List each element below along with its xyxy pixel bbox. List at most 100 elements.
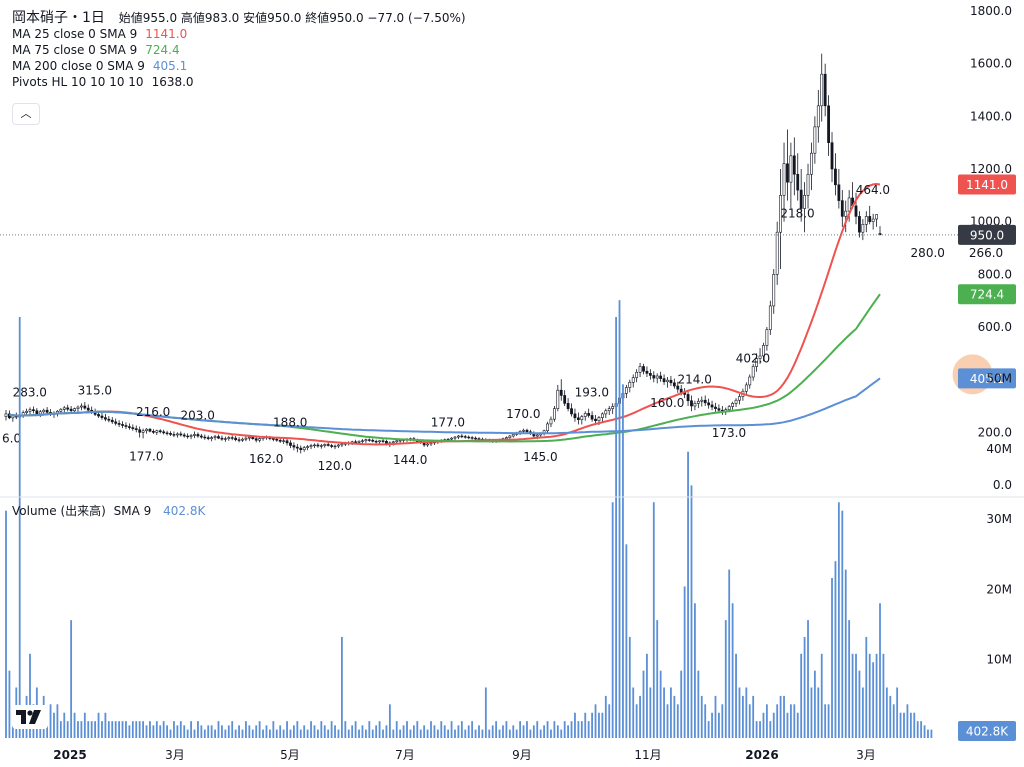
volume-bar (580, 721, 583, 738)
candle-body (751, 366, 755, 378)
candle-body (453, 436, 457, 439)
volume-bar (327, 729, 330, 738)
volume-bar (121, 721, 124, 738)
candle-body (319, 445, 323, 447)
indicator-ma200[interactable]: MA 200 close 0 SMA 9 405.1 (12, 58, 466, 74)
collapse-legend-button[interactable]: ︿ (12, 103, 40, 125)
candle-body (662, 378, 666, 383)
volume-bar (159, 725, 162, 738)
candle-body (624, 387, 628, 394)
candle-body (285, 440, 289, 444)
volume-bar (505, 721, 508, 738)
volume-bar (728, 569, 731, 738)
time-tick-label: 2026 (745, 748, 778, 762)
indicator-ma75[interactable]: MA 75 close 0 SMA 9 724.4 (12, 42, 466, 58)
pivot-label: 160.0 (650, 396, 684, 410)
price-badge-label: 405.1 (970, 372, 1004, 386)
volume-bar (515, 729, 518, 738)
candle-body (148, 428, 152, 432)
volume-bar (224, 729, 227, 738)
volume-bar (258, 721, 261, 738)
volume-bar (587, 721, 590, 738)
candle-body (559, 389, 563, 396)
candle-body (638, 366, 642, 373)
volume-bar (834, 561, 837, 738)
volume-bar (142, 721, 144, 738)
volume-bar (378, 721, 381, 738)
volume-bar (865, 636, 868, 738)
candle-body (289, 442, 292, 446)
volume-bar (450, 721, 453, 738)
volume-bar (279, 725, 282, 738)
price-badge-bg (958, 174, 1016, 195)
volume-bar (584, 712, 587, 738)
volume-bar (131, 721, 134, 738)
candle-body (107, 418, 111, 421)
candle-body (330, 445, 334, 447)
candle-body (28, 409, 32, 412)
candle-body (714, 406, 717, 409)
volume-bar (745, 687, 748, 738)
candle-body (755, 358, 759, 367)
candle-body (607, 408, 611, 412)
time-tick-label: 5月 (280, 748, 300, 762)
candle-body (4, 413, 8, 417)
candle-body (546, 423, 549, 432)
volume-bar (707, 721, 710, 738)
candle-body (110, 419, 114, 423)
volume-bar (460, 721, 463, 738)
candle-body (333, 445, 337, 448)
candle-body (474, 437, 477, 440)
volume-bar (659, 670, 662, 738)
volume-bar (872, 662, 875, 738)
candle-body (690, 400, 693, 407)
volume-legend[interactable]: Volume (出来高) SMA 9 402.8K (12, 502, 205, 519)
candle-body (703, 399, 707, 404)
price-tick-label: 1600.0 (970, 57, 1012, 71)
price-tick-label: 1400.0 (970, 109, 1012, 123)
pivot-label: 120.0 (318, 459, 352, 473)
candle-body (875, 214, 878, 220)
ma200-line (9, 377, 881, 435)
candle-body (710, 404, 714, 408)
candle-body (127, 426, 131, 428)
volume-bar (858, 670, 861, 738)
volume-bar (502, 725, 504, 738)
volume-bar (166, 725, 168, 738)
indicator-pivots[interactable]: Pivots HL 10 10 10 10 1638.0 (12, 74, 466, 90)
volume-bar (560, 729, 563, 738)
volume-bar (803, 636, 806, 738)
volume-bar (186, 729, 189, 738)
candle-body (193, 434, 196, 436)
volume-bar (217, 721, 220, 738)
volume-bar (447, 729, 450, 738)
volume-bar (412, 725, 415, 738)
volume-bar (543, 725, 546, 738)
candle-body (374, 440, 378, 443)
candle-body (738, 396, 741, 401)
volume-bar (892, 704, 895, 738)
volume-bar (299, 729, 302, 738)
volume-bar (155, 721, 158, 738)
volume-bar (5, 510, 7, 738)
price-tick-label: 1200.0 (970, 162, 1012, 176)
tradingview-logo[interactable] (12, 705, 48, 729)
candle-body (525, 429, 529, 433)
volume-bar (526, 721, 528, 738)
symbol-title[interactable]: 岡本硝子・1日 (12, 10, 105, 26)
volume-bar (190, 721, 192, 738)
candle-body (549, 418, 553, 425)
indicator-ma25[interactable]: MA 25 close 0 SMA 9 1141.0 (12, 26, 466, 42)
volume-bar (711, 712, 713, 738)
volume-bar (748, 704, 751, 738)
price-badge-label: 1141.0 (966, 178, 1008, 192)
volume-bar (920, 721, 923, 738)
volume-bar (718, 712, 720, 738)
candle-body (326, 444, 330, 446)
volume-bar (742, 695, 744, 738)
candle-body (511, 434, 515, 437)
volume-bar (752, 695, 755, 738)
volume-label: Volume (出来高) (12, 504, 106, 518)
volume-bar (762, 712, 765, 738)
